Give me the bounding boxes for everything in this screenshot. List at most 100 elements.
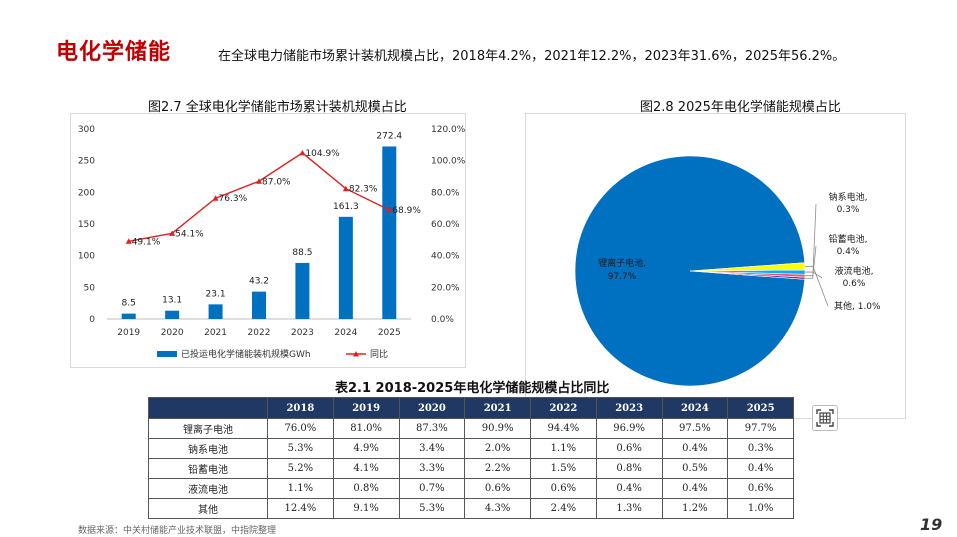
table-cell: 2.0% xyxy=(464,438,531,459)
bar-2021 xyxy=(208,304,223,319)
table-cell: 12.4% xyxy=(267,498,334,519)
table-header-cell: 2024 xyxy=(661,397,729,419)
table-cell: 94.4% xyxy=(530,418,597,439)
table-row-label: 其他 xyxy=(148,498,268,519)
y-left-tick-label: 0 xyxy=(89,315,95,325)
table-cell: 90.9% xyxy=(464,418,531,439)
table-scan-icon[interactable] xyxy=(812,405,838,431)
y-right-tick-label: 20.0% xyxy=(431,283,460,293)
y-left-tick-label: 300 xyxy=(78,125,95,135)
pie-value-3: 0.6% xyxy=(843,279,866,289)
yoy-point-2024 xyxy=(342,185,349,192)
line-data-label: 68.9% xyxy=(392,206,421,216)
table-row: 钠系电池 5.3% 4.9% 3.4% 2.0% 1.1% 0.6% 0.4% … xyxy=(148,438,794,459)
y-right-tick-label: 0.0% xyxy=(431,315,454,325)
table-cell: 1.1% xyxy=(267,478,334,499)
bar-data-label: 88.5 xyxy=(292,248,312,258)
table-row: 其他 12.4% 9.1% 5.3% 4.3% 2.4% 1.3% 1.2% 1… xyxy=(148,498,794,519)
line-data-label: 49.1% xyxy=(132,237,161,247)
page-title: 电化学储能 xyxy=(56,40,172,65)
x-tick-label: 2020 xyxy=(161,328,184,338)
table-cell: 3.3% xyxy=(398,458,466,479)
x-tick-label: 2022 xyxy=(248,328,271,338)
x-tick-label: 2019 xyxy=(117,328,140,338)
table-cell: 9.1% xyxy=(332,498,400,519)
x-tick-label: 2024 xyxy=(334,328,357,338)
bar-2024 xyxy=(338,216,353,319)
line-data-label: 54.1% xyxy=(175,229,204,239)
table-cell: 4.3% xyxy=(464,498,531,519)
table-row: 液流电池 1.1% 0.8% 0.7% 0.6% 0.6% 0.4% 0.4% … xyxy=(148,478,794,499)
yoy-point-2023 xyxy=(299,149,306,156)
yoy-point-2022 xyxy=(256,178,262,184)
legend-label-line: 同比 xyxy=(370,348,388,360)
bar-data-label: 13.1 xyxy=(162,296,182,306)
pie-value-2: 0.4% xyxy=(837,247,860,257)
chart-title-pie-share: 图2.8 2025年电化学储能规模占比 xyxy=(640,100,841,115)
installed-capacity-chart: 0 50 100 150 200 250 300 0.0% 20.0% 40.0% 60.0% 80.… xyxy=(70,113,466,368)
pie-chart-svg: 锂离子电池, 97.7% 钠系电池, 0.3% 铅蓄电池, 0.4% 液流电池, 0.6% 其他… xyxy=(574,155,881,387)
table-row: 铅蓄电池 5.2% 4.1% 3.3% 2.2% 1.5% 0.8% 0.5% … xyxy=(148,458,794,479)
y-left-tick-label: 150 xyxy=(78,220,95,230)
yoy-point-2019 xyxy=(125,238,132,244)
x-tick-label: 2021 xyxy=(204,328,227,338)
pie-value-1: 0.3% xyxy=(837,205,860,215)
y-left-tick-label: 250 xyxy=(78,157,95,167)
pie-label-2: 铅蓄电池, xyxy=(829,233,868,245)
table-cell: 4.9% xyxy=(332,438,400,459)
table-header-cell: 2019 xyxy=(332,397,400,419)
y-right-tick-label: 60.0% xyxy=(431,220,460,230)
bar-data-label: 23.1 xyxy=(206,289,226,299)
table-cell: 1.2% xyxy=(661,498,729,519)
bar-data-label: 8.5 xyxy=(122,299,136,309)
table-cell: 0.4% xyxy=(727,458,794,479)
table-cell: 0.4% xyxy=(595,478,663,499)
table-cell: 0.8% xyxy=(332,478,400,499)
y-left-tick-label: 100 xyxy=(78,252,95,262)
pie-leader-line-4 xyxy=(804,265,829,307)
table-cell: 0.6% xyxy=(595,438,663,459)
chart-title-installed-capacity: 图2.7 全球电化学储能市场累计装机规模占比 xyxy=(148,100,407,115)
table-cell: 0.7% xyxy=(398,478,466,499)
data-source: 数据来源：中关村储能产业技术联盟，中指院整理 xyxy=(78,526,277,536)
table-header-cell xyxy=(148,397,268,419)
table-row-label: 钠系电池 xyxy=(148,438,268,459)
table-cell: 0.3% xyxy=(727,438,794,459)
bar-data-label: 161.3 xyxy=(333,202,359,212)
table-cell: 1.5% xyxy=(530,458,597,479)
table-cell: 0.6% xyxy=(727,478,794,499)
bar-2022 xyxy=(252,291,266,319)
table-cell: 0.4% xyxy=(661,478,729,499)
legend-label-bar: 已投运电化学储能装机规模GWh xyxy=(181,348,311,360)
pie-leader-line-3 xyxy=(804,271,823,279)
table-cell: 76.0% xyxy=(267,418,334,439)
table-cell: 97.7% xyxy=(727,418,794,439)
bar-2023 xyxy=(295,262,310,319)
table-header-cell: 2023 xyxy=(595,397,663,419)
line-data-label: 104.9% xyxy=(305,149,340,159)
table-cell: 5.3% xyxy=(267,438,334,459)
table-title: 表2.1 2018-2025年电化学储能规模占比同比 xyxy=(335,381,610,396)
y-right-tick-label: 100.0% xyxy=(431,157,465,167)
x-tick-label: 2025 xyxy=(378,328,401,338)
table-cell: 5.3% xyxy=(398,498,466,519)
y-right-tick-label: 120.0% xyxy=(431,125,465,135)
table-header-cell: 2018 xyxy=(267,397,334,419)
table-cell: 87.3% xyxy=(398,418,466,439)
table-header-cell: 2022 xyxy=(530,397,597,419)
table-row-label: 铅蓄电池 xyxy=(148,458,268,479)
pie-chart-box: 锂离子电池, 97.7% 钠系电池, 0.3% 铅蓄电池, 0.4% 液流电池, 0.6% 其他… xyxy=(525,113,906,419)
bar-2020 xyxy=(165,310,180,319)
table-scan-icon-svg xyxy=(816,409,834,427)
pie-leader-line-2 xyxy=(804,245,817,277)
y-left-tick-label: 50 xyxy=(84,283,96,293)
pie-value-main: 97.7% xyxy=(608,272,637,282)
line-data-label: 82.3% xyxy=(349,185,378,195)
pie-leader-line-1 xyxy=(804,203,817,279)
table-cell: 0.5% xyxy=(661,458,729,479)
installed-capacity-svg: 0 50 100 150 200 250 300 0.0% 20.0% 40.0% 60.0% 80.… xyxy=(78,125,466,360)
table-row-label: 液流电池 xyxy=(148,478,268,499)
table-cell: 81.0% xyxy=(332,418,400,439)
bar-data-label: 272.4 xyxy=(376,131,402,141)
table-header-row: 2018 2019 2020 2021 2022 2023 2024 2025 xyxy=(148,397,794,419)
